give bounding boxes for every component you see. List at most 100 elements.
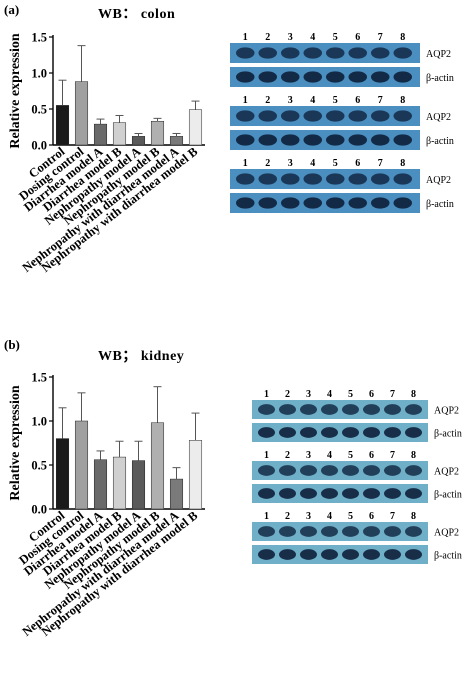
- blot-band: [279, 526, 296, 537]
- blot-strip: [230, 169, 420, 189]
- blot-band: [300, 488, 317, 499]
- blot-band: [326, 47, 345, 59]
- blot-band: [348, 134, 367, 146]
- blot-row-label: β-actin: [426, 136, 454, 147]
- blot-strip: [230, 130, 420, 150]
- blot-band: [393, 47, 412, 59]
- blot-band: [342, 549, 359, 560]
- blot-strip: [252, 545, 428, 564]
- blot-band: [405, 404, 422, 415]
- blot-band: [363, 488, 380, 499]
- bar: [112, 456, 127, 510]
- blot-band: [371, 71, 390, 83]
- blot-band: [321, 465, 338, 476]
- lane-number: 3: [288, 158, 293, 169]
- blot-band: [281, 71, 300, 83]
- blot-band: [393, 110, 412, 122]
- blot-band: [258, 526, 275, 537]
- lane-number: 4: [327, 389, 332, 400]
- western-blot-colon: 1 2 3 4 5 6 7 8 AQP2 β-actin 1 2 3 4 5 6 7 8 AQP2 β-actin 1 2…: [230, 30, 470, 220]
- blot-band: [321, 404, 338, 415]
- blot-band: [258, 47, 277, 59]
- lane-number: 3: [306, 450, 311, 461]
- blot-band: [236, 71, 255, 83]
- lane-number: 6: [369, 511, 374, 522]
- chart-title: WB； kidney: [98, 349, 185, 364]
- blot-image-kidney: 1 2 3 4 5 6 7 8 AQP2 β-actin 1 2 3 4 5 6 7 8 AQP2 β-actin 1 2…: [252, 389, 462, 564]
- bar: [188, 109, 203, 146]
- bar: [131, 460, 146, 510]
- blot-band: [393, 71, 412, 83]
- blot-row-label: AQP2: [434, 467, 459, 478]
- y-tick-label: 0.0: [31, 503, 47, 517]
- lane-number: 1: [264, 511, 269, 522]
- lane-number: 2: [265, 95, 270, 106]
- lane-number: 7: [378, 95, 383, 106]
- blot-band: [303, 71, 322, 83]
- blot-band: [348, 47, 367, 59]
- blot-band: [321, 549, 338, 560]
- blot-strip: [252, 522, 428, 541]
- lane-number: 5: [333, 95, 338, 106]
- lane-number: 6: [355, 158, 360, 169]
- lane-number: 3: [306, 389, 311, 400]
- blot-strip: [230, 43, 420, 63]
- blot-band: [405, 526, 422, 537]
- lane-number: 2: [285, 450, 290, 461]
- blot-strip: [230, 67, 420, 87]
- lane-number: 3: [288, 95, 293, 106]
- blot-band: [342, 404, 359, 415]
- lane-number: 1: [264, 450, 269, 461]
- lane-number: 1: [243, 95, 248, 106]
- blot-band: [300, 404, 317, 415]
- blot-row-label: β-actin: [434, 551, 462, 562]
- blot-band: [321, 526, 338, 537]
- blot-band: [393, 173, 412, 185]
- blot-band: [258, 404, 275, 415]
- y-tick-label: 1.5: [31, 31, 47, 45]
- lane-number: 5: [333, 158, 338, 169]
- lane-number: 8: [411, 511, 416, 522]
- bar: [93, 123, 108, 146]
- blot-band: [371, 134, 390, 146]
- bar: [93, 459, 108, 510]
- blot-band: [303, 47, 322, 59]
- blot-band: [384, 488, 401, 499]
- blot-band: [348, 110, 367, 122]
- blot-band: [393, 197, 412, 209]
- blot-band: [281, 134, 300, 146]
- y-tick-label: 0.0: [31, 139, 47, 153]
- bar: [150, 120, 165, 146]
- blot-band: [303, 173, 322, 185]
- lane-number: 8: [411, 389, 416, 400]
- blot-row-label: β-actin: [434, 429, 462, 440]
- y-tick-label: 1.0: [31, 67, 47, 81]
- blot-band: [363, 526, 380, 537]
- y-tick-label: 0.5: [31, 459, 47, 473]
- lane-number: 1: [264, 389, 269, 400]
- blot-band: [303, 197, 322, 209]
- blot-band: [258, 427, 275, 438]
- blot-band: [348, 197, 367, 209]
- blot-row-label: β-actin: [426, 73, 454, 84]
- lane-number: 3: [288, 32, 293, 43]
- lane-number: 7: [390, 450, 395, 461]
- blot-band: [326, 134, 345, 146]
- blot-band: [300, 549, 317, 560]
- blot-row-label: AQP2: [426, 49, 451, 60]
- lane-number: 4: [310, 95, 315, 106]
- blot-band: [405, 465, 422, 476]
- bar: [55, 105, 70, 146]
- bar: [112, 122, 127, 146]
- lane-number: 8: [400, 95, 405, 106]
- blot-band: [281, 110, 300, 122]
- lane-number: 6: [369, 450, 374, 461]
- blot-strip: [252, 400, 428, 419]
- blot-band: [363, 465, 380, 476]
- panel-kidney: (b) WB； kidney 0.0 0.5 1.0 1.5 Relative expr…: [0, 335, 474, 699]
- blot-band: [326, 197, 345, 209]
- y-axis-label: Relative expression: [8, 385, 23, 500]
- lane-number: 1: [243, 158, 248, 169]
- blot-band: [236, 173, 255, 185]
